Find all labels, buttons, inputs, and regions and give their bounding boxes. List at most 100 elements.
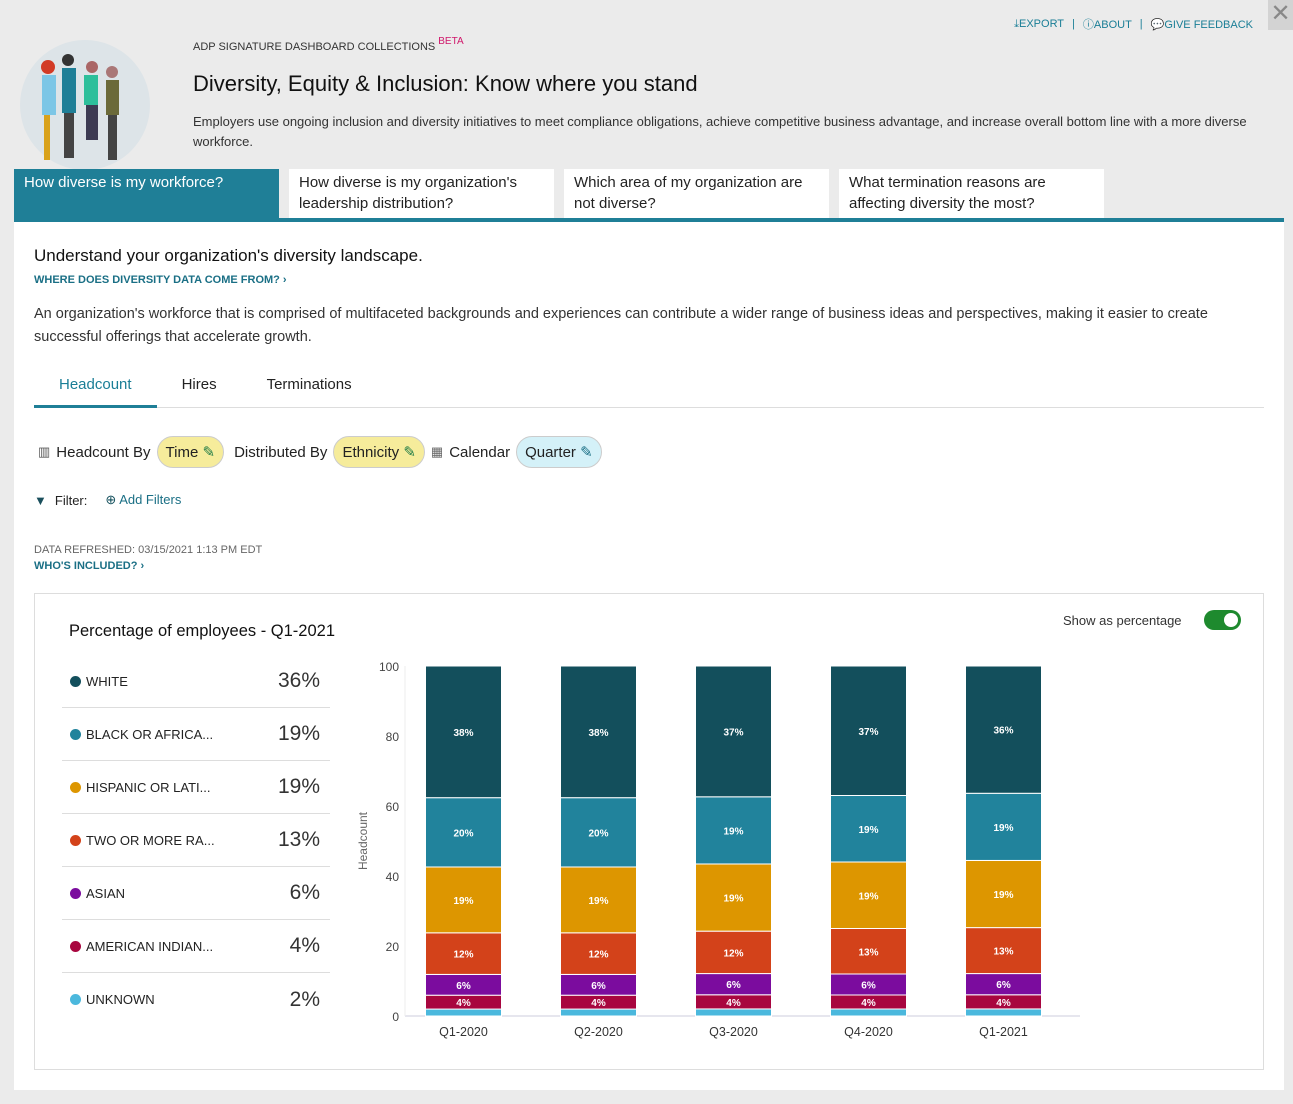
legend-dot — [70, 834, 81, 846]
y-axis-label: Headcount — [356, 811, 370, 870]
calendar-icon: ▦ — [430, 444, 444, 459]
time-value: Time — [165, 444, 199, 461]
ethnicity-selector[interactable]: Ethnicity ✎ — [333, 436, 425, 468]
data-label: 12% — [588, 950, 608, 961]
legend-value: 6% — [289, 881, 320, 904]
y-tick-label: 0 — [392, 1010, 399, 1024]
chart-card — [34, 593, 1264, 1070]
tab-underline — [14, 218, 1284, 222]
data-label: 13% — [858, 947, 878, 958]
bar-segment — [965, 859, 1042, 929]
close-button[interactable]: ✕ — [1268, 0, 1293, 30]
bar-segment — [560, 665, 637, 799]
bar-segment — [425, 932, 502, 975]
tab-workforce[interactable]: How diverse is my workforce? — [14, 169, 279, 218]
pencil-icon: ✎ — [403, 444, 416, 461]
legend-dot — [70, 781, 81, 793]
legend-value: 4% — [289, 934, 320, 957]
data-label: 12% — [723, 948, 743, 959]
data-label: 12% — [453, 950, 473, 961]
bar-segment — [830, 861, 907, 929]
tab-hires[interactable]: Hires — [181, 376, 217, 393]
data-label: 37% — [723, 727, 743, 738]
plus-circle-icon: ⊕ — [105, 492, 117, 507]
bar-segment — [560, 797, 637, 868]
legend-label: BLACK OR AFRICA... — [70, 727, 213, 742]
legend-name: TWO OR MORE RA... — [86, 832, 215, 848]
filter-label: Filter: — [54, 492, 88, 508]
data-source-link[interactable]: WHERE DOES DIVERSITY DATA COME FROM? › — [34, 274, 287, 286]
section-paragraph: An organization's workforce that is comp… — [34, 306, 1208, 345]
bar-segment — [965, 792, 1042, 861]
data-label: 36% — [993, 726, 1013, 737]
beta-badge: BETA — [438, 36, 464, 47]
legend-item[interactable]: UNKNOWN 2% — [62, 973, 330, 1026]
quarter-selector[interactable]: Quarter ✎ — [516, 436, 602, 468]
legend-name: HISPANIC OR LATI... — [86, 779, 211, 795]
legend-label: HISPANIC OR LATI... — [70, 780, 210, 795]
chart-title: Percentage of employees - Q1-2021 — [69, 622, 335, 640]
bar-segment — [695, 796, 772, 865]
legend-item[interactable]: WHITE 36% — [62, 655, 330, 708]
chart-controls: ▥ Headcount By Time ✎ Distributed By Eth… — [38, 436, 602, 468]
legend-item[interactable]: HISPANIC OR LATI... 19% — [62, 761, 330, 814]
tab-leadership[interactable]: How diverse is my organization's leaders… — [289, 169, 554, 218]
content-panel — [14, 222, 1284, 1090]
tab-terminations[interactable]: What termination reasons are affecting d… — [839, 169, 1104, 218]
legend-value: 19% — [277, 775, 320, 798]
about-link[interactable]: ⓘABOUT — [1082, 19, 1132, 31]
bar-chart-icon: ▥ — [38, 444, 51, 459]
chart-legend: WHITE 36% BLACK OR AFRICA... 19% HISPANIC OR… — [62, 655, 330, 1026]
bar-segment — [695, 665, 772, 798]
legend-dot — [70, 887, 81, 899]
collection-label: ADP SIGNATURE DASHBOARD COLLECTIONS BETA — [193, 36, 464, 53]
legend-item[interactable]: ASIAN 6% — [62, 867, 330, 920]
ethnicity-value: Ethnicity — [342, 444, 400, 461]
bar-segment — [560, 866, 637, 934]
headcount-by-label: Headcount By — [56, 443, 151, 461]
tab-headcount[interactable]: Headcount — [34, 372, 157, 408]
data-label: 4% — [726, 998, 741, 1009]
bar-segment — [965, 1008, 1042, 1017]
bar-segment — [965, 927, 1042, 975]
percentage-toggle[interactable] — [1204, 610, 1241, 630]
data-label: 19% — [993, 823, 1013, 834]
add-filters-button[interactable]: ⊕ Add Filters — [105, 492, 181, 508]
x-tick-label: Q2-2020 — [574, 1025, 623, 1039]
metric-tabs: Headcount Hires Terminations — [34, 372, 1264, 408]
data-label: 38% — [453, 728, 473, 739]
export-link[interactable]: ⤓EXPORT — [1014, 17, 1065, 30]
percentage-toggle-label: Show as percentage — [1063, 613, 1182, 628]
legend-item[interactable]: TWO OR MORE RA... 13% — [62, 814, 330, 867]
tab-terminations-metric[interactable]: Terminations — [266, 376, 352, 393]
comment-icon: 💬 — [1150, 18, 1165, 31]
legend-value: 2% — [289, 987, 320, 1011]
feedback-link[interactable]: 💬GIVE FEEDBACK — [1150, 18, 1253, 31]
legend-label: WHITE — [70, 674, 128, 689]
bar-segment — [695, 1008, 772, 1017]
data-label: 19% — [453, 896, 473, 907]
data-label: 20% — [588, 828, 608, 839]
data-label: 6% — [591, 981, 606, 992]
legend-value: 36% — [277, 669, 320, 692]
legend-item[interactable]: AMERICAN INDIAN... 4% — [62, 920, 330, 973]
time-selector[interactable]: Time ✎ — [156, 436, 225, 468]
close-icon: ✕ — [1270, 0, 1291, 27]
y-tick-label: 20 — [386, 940, 400, 954]
bar-segment — [425, 665, 502, 799]
data-label: 4% — [591, 998, 606, 1009]
divider: | — [1139, 18, 1143, 30]
legend-dot — [70, 675, 81, 687]
data-label: 6% — [861, 981, 876, 992]
pencil-icon: ✎ — [202, 444, 216, 461]
bar-segment — [965, 665, 1042, 794]
legend-label: TWO OR MORE RA... — [70, 833, 215, 848]
download-icon: ⤓ — [1014, 17, 1019, 30]
whos-included-link[interactable]: WHO'S INCLUDED? › — [34, 560, 145, 572]
quarter-value: Quarter — [525, 444, 576, 461]
legend-value: 13% — [277, 828, 320, 851]
legend-item[interactable]: BLACK OR AFRICA... 19% — [62, 708, 330, 761]
y-tick-label: 40 — [386, 870, 400, 884]
data-label: 6% — [456, 981, 471, 992]
tab-areas[interactable]: Which area of my organization are not di… — [564, 169, 829, 218]
